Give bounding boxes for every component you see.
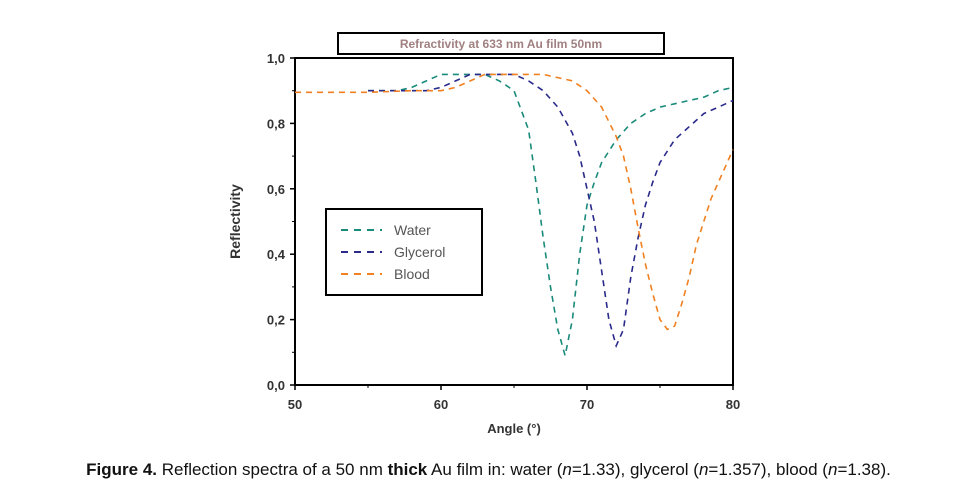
- y-tick-label: 0,2: [267, 313, 285, 328]
- legend-label-water: Water: [394, 222, 431, 238]
- legend-label-glycerol: Glycerol: [394, 244, 445, 260]
- series-line-water: [368, 73, 734, 356]
- legend-label-blood: Blood: [394, 266, 430, 282]
- y-tick-label: 0,8: [267, 116, 285, 131]
- x-tick-label: 50: [288, 397, 302, 412]
- y-tick-label: 1,0: [267, 51, 285, 66]
- series-line-glycerol: [368, 73, 734, 349]
- y-axis-label: Reflectivity: [227, 184, 243, 259]
- x-tick-label: 60: [434, 397, 448, 412]
- figure-caption: Figure 4. Reflection spectra of a 50 nm …: [86, 460, 891, 479]
- y-tick-label: 0,4: [267, 247, 286, 262]
- x-tick-label: 80: [726, 397, 740, 412]
- series-line-blood: [295, 73, 734, 331]
- caption-label: Figure 4.: [86, 460, 158, 479]
- y-tick-label: 0,6: [267, 182, 285, 197]
- chart: 50 60 70 80 0,0 0,2 0,4 0,6 0,8 1,0 Angle (°) Refle…: [227, 32, 740, 436]
- title-box: [337, 32, 665, 55]
- y-tick-label: 0,0: [267, 378, 285, 393]
- chart-title: Refractivity at 633 nm Au film 50nm: [400, 37, 602, 51]
- x-axis-label: Angle (°): [487, 421, 541, 436]
- x-tick-label: 70: [580, 397, 594, 412]
- legend-box: [325, 208, 483, 296]
